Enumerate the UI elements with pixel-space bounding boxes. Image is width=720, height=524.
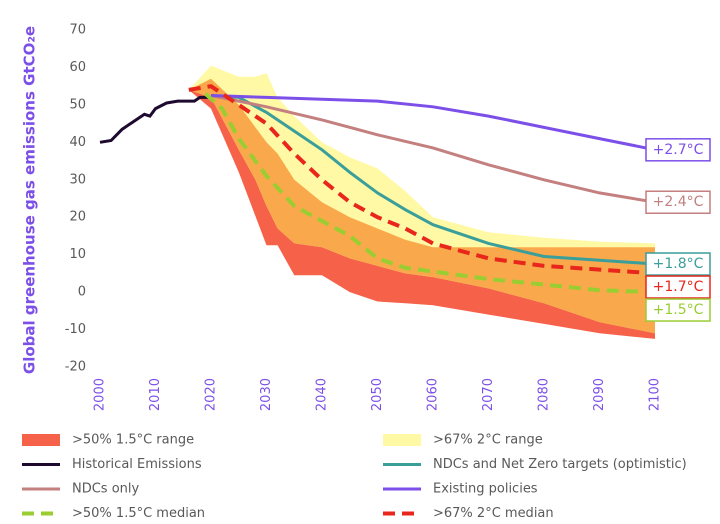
end-label: +2.4°C (653, 194, 704, 210)
x-tick-label: 2100 (648, 378, 663, 411)
end-label-box (645, 252, 711, 276)
legend-label: NDCs and Net Zero targets (optimistic) (433, 457, 687, 472)
end-label: +2.7°C (653, 142, 704, 158)
end-label: +1.5°C (653, 302, 704, 318)
legend-swatch (383, 434, 421, 446)
legend-label: >50% 1.5°C median (72, 506, 205, 521)
end-label: +1.7°C (653, 279, 704, 295)
emission-line (99, 95, 211, 144)
x-tick-label: 2070 (481, 378, 496, 411)
legend-swatch (22, 434, 60, 446)
emission-line (210, 94, 656, 204)
median-line (188, 84, 656, 276)
y-tick-label: -20 (65, 360, 86, 375)
legend-label: Existing policies (433, 482, 538, 497)
end-label: +1.8°C (653, 256, 704, 272)
y-tick-label: 50 (69, 97, 86, 112)
y-tick-label: 40 (69, 135, 86, 150)
legend-label: >67% 2°C range (433, 433, 543, 448)
y-tick-label: 20 (69, 210, 86, 225)
x-tick-label: 2020 (204, 378, 219, 411)
end-label-box (645, 138, 711, 162)
y-tick-label: -10 (65, 322, 86, 337)
legend-label: >50% 1.5°C range (72, 433, 194, 448)
y-tick-label: 30 (69, 172, 86, 187)
end-label-box (645, 298, 711, 322)
median-line (204, 92, 656, 295)
emission-line (210, 94, 656, 152)
legend-label: >67% 2°C median (433, 506, 554, 521)
x-tick-label: 2060 (426, 378, 441, 411)
end-label-box (645, 275, 711, 299)
y-tick-label: 60 (69, 60, 86, 75)
legend-label: NDCs only (72, 482, 140, 497)
x-tick-label: 2050 (370, 378, 385, 411)
y-tick-label: 0 (78, 285, 86, 300)
end-label-box (645, 190, 711, 214)
x-tick-label: 2040 (315, 378, 330, 411)
legend-label: Historical Emissions (72, 457, 202, 472)
x-tick-label: 2090 (592, 378, 607, 411)
y-tick-label: 70 (69, 23, 86, 38)
x-tick-label: 2080 (537, 378, 552, 411)
x-tick-label: 2010 (148, 378, 163, 411)
x-tick-label: 2030 (259, 378, 274, 411)
emission-line (210, 94, 656, 266)
y-tick-label: 10 (69, 247, 86, 262)
x-tick-label: 2000 (93, 378, 108, 411)
y-axis-title: Global greenhouse gas emissions GtCO₂e (21, 26, 39, 374)
